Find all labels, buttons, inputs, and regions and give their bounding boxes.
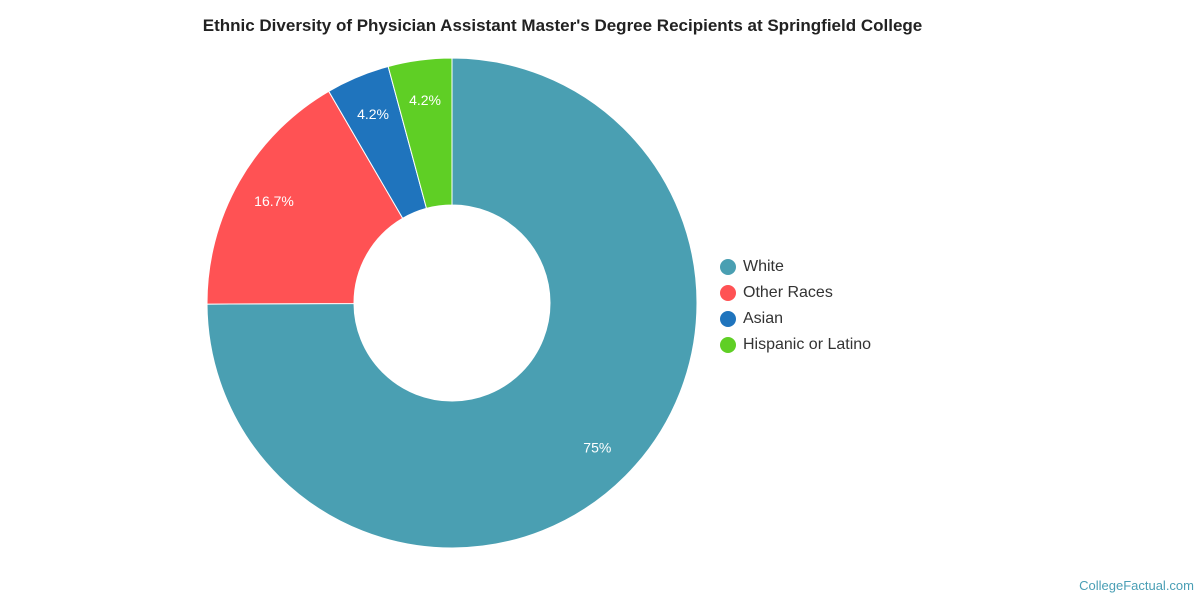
- slice-label-hispanic-or-latino: 4.2%: [409, 92, 441, 108]
- slice-label-asian: 4.2%: [357, 106, 389, 122]
- legend-label: White: [743, 258, 784, 275]
- source-credit[interactable]: CollegeFactual.com: [1079, 578, 1194, 593]
- legend-label: Other Races: [743, 284, 833, 301]
- legend-label: Asian: [743, 310, 784, 327]
- legend-item-asian[interactable]: Asian: [720, 306, 871, 332]
- legend-swatch-icon: [720, 311, 736, 327]
- legend-item-hispanic-or-latino[interactable]: Hispanic or Latino: [720, 332, 871, 358]
- slice-other-races[interactable]: [206, 90, 404, 305]
- legend-item-white[interactable]: White: [720, 254, 871, 280]
- slice-white[interactable]: [206, 57, 698, 549]
- slice-label-white: 75%: [583, 440, 611, 456]
- legend-swatch-icon: [720, 337, 736, 353]
- slice-hispanic-or-latino[interactable]: [387, 57, 453, 209]
- chart-title: Ethnic Diversity of Physician Assistant …: [202, 16, 923, 35]
- legend-item-other-races[interactable]: Other Races: [720, 280, 871, 306]
- legend-swatch-icon: [720, 259, 736, 275]
- slice-label-other-races: 16.7%: [254, 193, 294, 209]
- chart-legend: White Other Races Asian Hispanic or Latino: [720, 254, 871, 358]
- legend-label: Hispanic or Latino: [743, 336, 872, 353]
- legend-swatch-icon: [720, 285, 736, 301]
